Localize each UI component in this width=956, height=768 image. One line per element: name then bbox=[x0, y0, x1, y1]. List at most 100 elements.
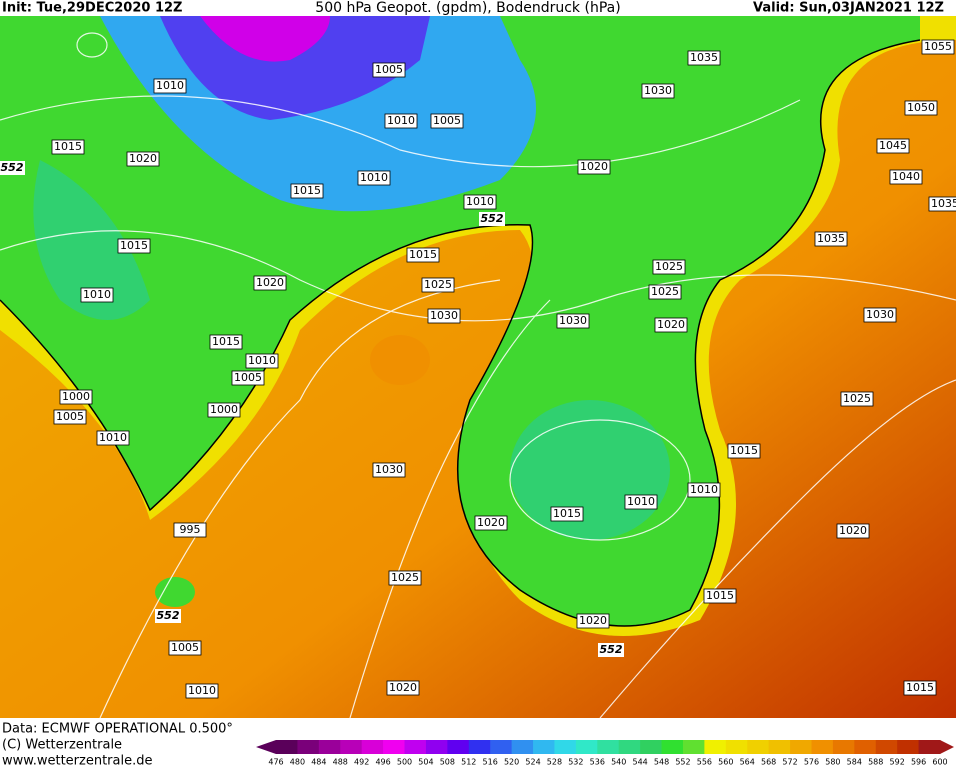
geopotential-value: 552 bbox=[157, 609, 180, 622]
legend-swatch bbox=[682, 740, 705, 754]
label-box bbox=[641, 83, 675, 99]
isobar-label: 1010 bbox=[96, 430, 130, 446]
label-box bbox=[126, 151, 160, 167]
legend-swatch bbox=[425, 740, 448, 754]
label-box bbox=[185, 683, 219, 699]
legend-label: 568 bbox=[761, 758, 776, 767]
isobar-label: 1020 bbox=[576, 613, 610, 629]
isobar-label: 1010 bbox=[245, 353, 279, 369]
label-box bbox=[648, 284, 682, 300]
isobar-label: 1010 bbox=[687, 482, 721, 498]
isobar-label: 1015 bbox=[51, 139, 85, 155]
label-box bbox=[577, 159, 611, 175]
isobar-label: 1015 bbox=[903, 680, 937, 696]
isobar-value: 1005 bbox=[375, 63, 403, 76]
isobar-label: 1015 bbox=[290, 183, 324, 199]
legend-swatch bbox=[447, 740, 470, 754]
legend-swatch bbox=[640, 740, 663, 754]
isobar-value: 1010 bbox=[83, 288, 111, 301]
isobar-value: 1000 bbox=[210, 403, 238, 416]
legend-label: 532 bbox=[568, 758, 583, 767]
legend-label: 516 bbox=[483, 758, 498, 767]
legend-arrow-left bbox=[256, 740, 276, 754]
label-box bbox=[245, 353, 279, 369]
isobar-label: 1005 bbox=[430, 113, 464, 129]
label-box bbox=[209, 334, 243, 350]
isobar-value: 1020 bbox=[129, 152, 157, 165]
isobar-label: 1015 bbox=[727, 443, 761, 459]
label-box bbox=[430, 113, 464, 129]
isobar-value: 1005 bbox=[171, 641, 199, 654]
legend-label: 556 bbox=[697, 758, 712, 767]
legend-swatch bbox=[575, 740, 598, 754]
isobar-value: 1025 bbox=[843, 392, 871, 405]
legend-label: 564 bbox=[740, 758, 755, 767]
legend-swatch bbox=[897, 740, 920, 754]
map-field bbox=[0, 16, 956, 718]
isobar-label: 1030 bbox=[372, 462, 406, 478]
isobar-value: 1015 bbox=[120, 239, 148, 252]
isobar-value: 1020 bbox=[256, 276, 284, 289]
isobar-label: 1020 bbox=[836, 523, 870, 539]
legend-label: 528 bbox=[547, 758, 562, 767]
label-box bbox=[840, 391, 874, 407]
label-box bbox=[904, 100, 938, 116]
init-time: Init: Tue,29DEC2020 12Z bbox=[2, 1, 182, 16]
label-box bbox=[80, 287, 114, 303]
legend-label: 584 bbox=[847, 758, 862, 767]
isobar-value: 1010 bbox=[99, 431, 127, 444]
isobar-label: 1045 bbox=[876, 138, 910, 154]
label-box bbox=[703, 588, 737, 604]
isobar-label: 1010 bbox=[384, 113, 418, 129]
legend-swatch bbox=[661, 740, 684, 754]
label-box bbox=[372, 462, 406, 478]
isobar-value: 1010 bbox=[188, 684, 216, 697]
legend-swatch bbox=[725, 740, 748, 754]
legend-label: 540 bbox=[611, 758, 626, 767]
label-box bbox=[876, 138, 910, 154]
label-box bbox=[421, 277, 455, 293]
isobar-value: 1020 bbox=[477, 516, 505, 529]
geopotential-label: 552 bbox=[155, 609, 181, 623]
label-box bbox=[463, 194, 497, 210]
isobar-label: 1020 bbox=[126, 151, 160, 167]
contour-552 bbox=[0, 39, 921, 627]
label-box bbox=[168, 640, 202, 656]
isobar-label: 995 bbox=[173, 522, 207, 538]
isobar-value: 1025 bbox=[655, 260, 683, 273]
legend-label: 572 bbox=[782, 758, 797, 767]
isobar-value: 1030 bbox=[559, 314, 587, 327]
isobar-value: 995 bbox=[180, 523, 201, 536]
isobar-value: 1005 bbox=[234, 371, 262, 384]
isobar-label: 1035 bbox=[814, 231, 848, 247]
isobar-label: 1015 bbox=[550, 506, 584, 522]
isobar-value: 1050 bbox=[907, 101, 935, 114]
label-box bbox=[550, 506, 584, 522]
legend-label: 512 bbox=[461, 758, 476, 767]
isobar-label: 1005 bbox=[372, 62, 406, 78]
isobar-value: 1020 bbox=[657, 318, 685, 331]
label-box bbox=[928, 196, 956, 212]
isobar-label: 1015 bbox=[117, 238, 151, 254]
label-box bbox=[814, 231, 848, 247]
label-box bbox=[479, 212, 505, 226]
legend-label: 560 bbox=[718, 758, 733, 767]
legend-swatch bbox=[875, 740, 898, 754]
legend-swatch bbox=[318, 740, 341, 754]
isobar-value: 1015 bbox=[212, 335, 240, 348]
label-box bbox=[903, 680, 937, 696]
color-legend: 476 480 484 488 492 496 500 504 508 512 516 520 524 5… bbox=[256, 740, 954, 767]
legend-swatch bbox=[468, 740, 491, 754]
isobar-label: 1000 bbox=[59, 389, 93, 405]
legend-swatch bbox=[768, 740, 791, 754]
isobar-value: 1015 bbox=[906, 681, 934, 694]
label-box bbox=[687, 50, 721, 66]
isobar-label: 1005 bbox=[231, 370, 265, 386]
label-box bbox=[96, 430, 130, 446]
legend-label: 476 bbox=[268, 758, 283, 767]
legend-label: 596 bbox=[911, 758, 926, 767]
legend-label: 488 bbox=[333, 758, 348, 767]
isobar-label: 1020 bbox=[654, 317, 688, 333]
label-box bbox=[556, 313, 590, 329]
